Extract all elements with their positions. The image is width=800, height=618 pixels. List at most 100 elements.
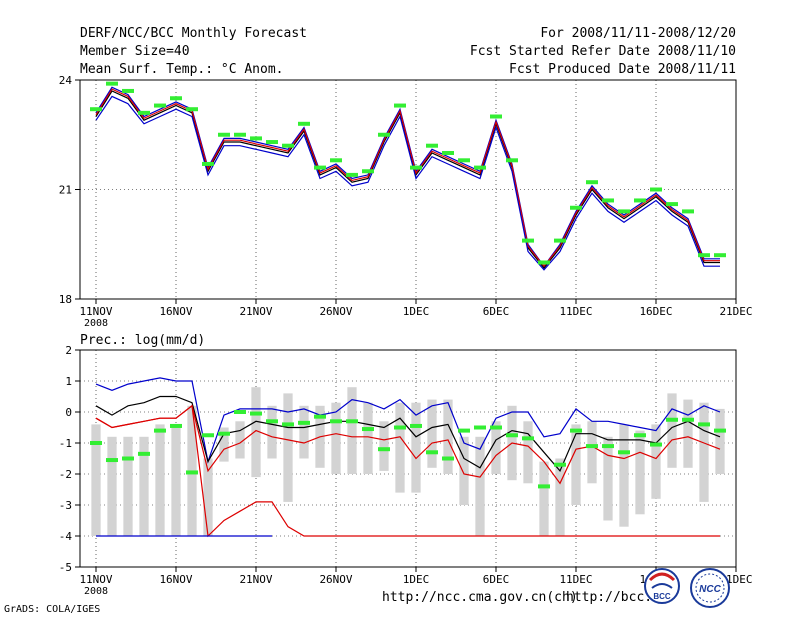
data-marker: [122, 456, 134, 461]
data-marker: [250, 136, 262, 141]
ensemble-box: [571, 424, 581, 505]
series-lower: [95, 95, 720, 271]
ensemble-box: [411, 402, 421, 493]
data-marker: [650, 442, 662, 447]
data-marker: [698, 422, 710, 427]
data-marker: [378, 447, 390, 452]
ensemble-box: [123, 436, 133, 536]
data-marker: [298, 420, 310, 425]
data-marker: [218, 132, 230, 137]
x-tick-label: 11NOV: [79, 573, 112, 586]
data-marker: [154, 428, 166, 433]
data-marker: [90, 441, 102, 445]
data-marker: [506, 433, 518, 438]
data-marker: [442, 456, 454, 461]
ensemble-box: [235, 421, 245, 459]
y-tick-label: 2: [65, 344, 72, 357]
ensemble-box: [91, 424, 101, 536]
x-tick-label: 16NOV: [159, 573, 192, 586]
data-marker: [618, 209, 630, 214]
data-marker: [490, 425, 502, 430]
data-marker: [538, 260, 550, 265]
data-marker: [698, 253, 710, 258]
x-tick-label: 1DEC: [403, 305, 430, 318]
data-marker: [410, 165, 422, 170]
x-tick-label: 21NOV: [239, 573, 272, 586]
data-marker: [714, 253, 726, 258]
series-red: [95, 88, 720, 268]
data-marker: [458, 428, 470, 433]
ensemble-box: [427, 399, 437, 468]
variable-label: Mean Surf. Temp.: °C Anom.: [80, 62, 284, 77]
x-tick-label: 26NOV: [319, 573, 352, 586]
ensemble-box: [107, 436, 117, 536]
precip-title: Prec.: log(mm/d): [80, 333, 205, 348]
x-tick-label: 11DEC: [559, 305, 592, 318]
y-tick-label: 24: [59, 74, 73, 87]
data-marker: [554, 462, 566, 467]
data-marker: [282, 143, 294, 148]
refer-date: Fcst Started Refer Date 2008/11/10: [469, 44, 736, 59]
ensemble-box: [715, 408, 725, 474]
data-marker: [186, 470, 198, 475]
ensemble-box: [635, 430, 645, 515]
ensemble-box: [539, 461, 549, 536]
data-marker: [170, 96, 182, 101]
data-marker: [106, 81, 118, 86]
series-red-2: [95, 404, 721, 485]
ensemble-box: [699, 402, 709, 502]
ensemble-box: [251, 387, 261, 478]
y-tick-label: 21: [59, 184, 72, 197]
data-marker: [154, 103, 166, 108]
bcc-url[interactable]: http://bcc.: [566, 590, 653, 605]
data-marker: [602, 444, 614, 449]
y-tick-label: -3: [59, 499, 72, 512]
y-tick-label: -2: [59, 468, 72, 481]
y-tick-label: -1: [59, 437, 72, 450]
x-tick-label: 16NOV: [159, 305, 192, 318]
series-upper: [95, 377, 721, 464]
ensemble-box: [683, 399, 693, 468]
data-marker: [522, 238, 534, 243]
ensemble-box: [379, 421, 389, 471]
series-red: [95, 404, 720, 538]
data-marker: [634, 433, 646, 438]
chart-title: DERF/NCC/BCC Monthly Forecast: [80, 26, 307, 41]
data-marker: [298, 121, 310, 126]
panel-1: 18 21 24 11NOV 16NOV 21NOV 26NOV 1DEC 6DEC 11DEC 1…: [59, 74, 753, 329]
data-marker: [314, 414, 326, 419]
data-marker: [426, 143, 438, 148]
ensemble-box: [491, 421, 501, 474]
ensemble-box: [347, 387, 357, 474]
data-marker: [362, 427, 374, 432]
data-marker: [202, 433, 214, 438]
data-marker: [570, 205, 582, 210]
data-marker: [442, 151, 454, 155]
data-marker: [618, 450, 630, 455]
data-marker: [346, 172, 358, 177]
x-year-label: 2008: [84, 586, 108, 597]
x-tick-label: 16DEC: [639, 305, 672, 318]
data-marker: [490, 114, 502, 119]
data-marker: [650, 187, 662, 192]
data-marker: [362, 169, 374, 174]
bcc-logo-text: BCC: [653, 592, 671, 601]
series-mean: [95, 395, 721, 473]
ensemble-box: [603, 436, 613, 521]
ncc-logo-icon: NCC: [690, 568, 730, 608]
data-marker: [586, 180, 598, 185]
data-marker: [682, 417, 694, 422]
data-marker: [474, 425, 486, 430]
ensemble-box: [363, 402, 373, 474]
ensemble-box: [203, 458, 213, 536]
data-marker: [234, 132, 246, 137]
data-marker: [714, 428, 726, 433]
ensemble-box: [651, 424, 661, 499]
ensemble-box: [219, 427, 229, 462]
data-marker: [234, 410, 246, 414]
ncc-url[interactable]: http://ncc.cma.gov.cn(ch): [382, 590, 578, 605]
data-marker: [346, 419, 358, 424]
x-tick-label: 6DEC: [483, 305, 510, 318]
ncc-logo-text: NCC: [699, 584, 721, 595]
produced-date: Fcst Produced Date 2008/11/11: [509, 62, 736, 77]
